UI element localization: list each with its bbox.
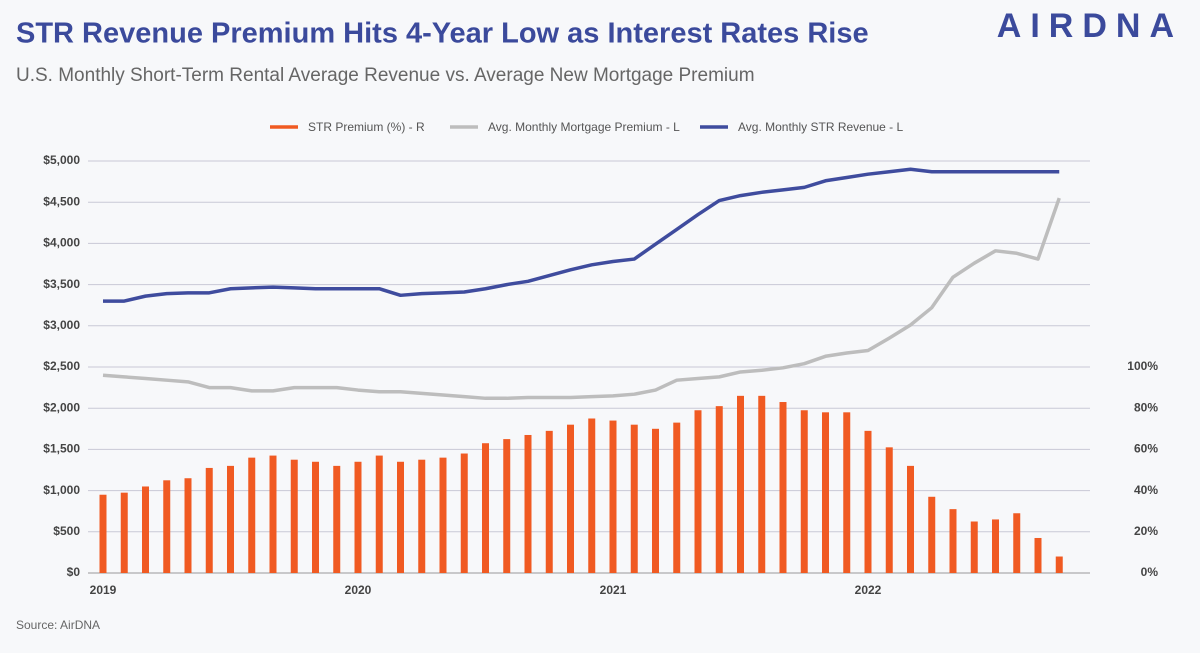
line-series	[103, 167, 1060, 303]
bar	[503, 439, 511, 573]
bar	[99, 494, 107, 573]
x-tick-label: 2020	[345, 583, 372, 597]
y-tick-label: $5,000	[43, 153, 80, 167]
bar	[800, 410, 808, 573]
bar	[205, 467, 213, 573]
bar	[333, 465, 341, 573]
y-tick-label: $500	[53, 524, 80, 538]
chart-subtitle: U.S. Monthly Short-Term Rental Average R…	[16, 65, 755, 86]
bar	[779, 402, 787, 573]
bar	[652, 428, 659, 573]
bar	[694, 410, 702, 573]
bar	[928, 496, 936, 573]
bar	[163, 480, 171, 573]
bar	[375, 455, 383, 573]
bar	[439, 457, 447, 573]
bar	[312, 461, 319, 573]
brand-logo: AIRDNA	[997, 7, 1183, 45]
y2-tick-label: 20%	[1134, 524, 1158, 538]
bar	[418, 459, 426, 573]
bar	[397, 461, 404, 573]
y2-tick-label: 40%	[1134, 483, 1158, 497]
bar	[737, 395, 744, 573]
bar	[248, 457, 256, 573]
bar	[1055, 556, 1063, 573]
y2-tick-label: 0%	[1141, 565, 1159, 579]
bar	[142, 486, 149, 573]
bar	[992, 519, 999, 573]
bar	[460, 453, 468, 573]
bar	[1034, 537, 1042, 573]
bar	[609, 420, 617, 573]
bar	[907, 465, 914, 573]
bar	[120, 492, 128, 573]
bar	[949, 509, 957, 573]
bar	[524, 434, 532, 573]
bar	[184, 478, 192, 573]
bar	[715, 406, 723, 573]
bar	[758, 395, 766, 573]
y-tick-label: $0	[67, 565, 81, 579]
bar	[673, 422, 681, 573]
bar	[843, 412, 851, 573]
legend-label: STR Premium (%) - R	[308, 120, 425, 134]
bar	[970, 521, 978, 573]
bar	[269, 455, 277, 573]
source-note: Source: AirDNA	[16, 618, 100, 632]
y-tick-label: $2,500	[43, 359, 80, 373]
bar	[630, 424, 638, 573]
x-tick-label: 2022	[855, 583, 882, 597]
bar	[545, 430, 553, 573]
y2-tick-label: 100%	[1127, 359, 1158, 373]
bar	[588, 418, 596, 573]
bar	[1013, 513, 1021, 573]
y-tick-label: $3,500	[43, 277, 80, 291]
line-series	[102, 197, 1061, 401]
bar	[482, 443, 489, 573]
y-tick-label: $3,000	[43, 318, 80, 332]
y2-tick-label: 60%	[1134, 442, 1158, 456]
x-tick-label: 2019	[90, 583, 117, 597]
legend-label: Avg. Monthly STR Revenue - L	[738, 120, 904, 134]
y-tick-label: $1,500	[43, 442, 80, 456]
y2-tick-label: 80%	[1134, 400, 1158, 414]
bar	[864, 430, 872, 573]
y-tick-label: $4,000	[43, 236, 80, 250]
bar	[354, 461, 362, 573]
bar	[227, 465, 234, 573]
bar	[822, 412, 829, 573]
bar	[567, 424, 574, 573]
y-tick-label: $4,500	[43, 194, 80, 208]
bar	[290, 459, 298, 573]
y-tick-label: $2,000	[43, 400, 80, 414]
y-tick-label: $1,000	[43, 483, 80, 497]
bar	[885, 447, 893, 573]
legend-label: Avg. Monthly Mortgage Premium - L	[488, 120, 680, 134]
x-tick-label: 2021	[600, 583, 627, 597]
chart-title: STR Revenue Premium Hits 4-Year Low as I…	[16, 18, 869, 50]
